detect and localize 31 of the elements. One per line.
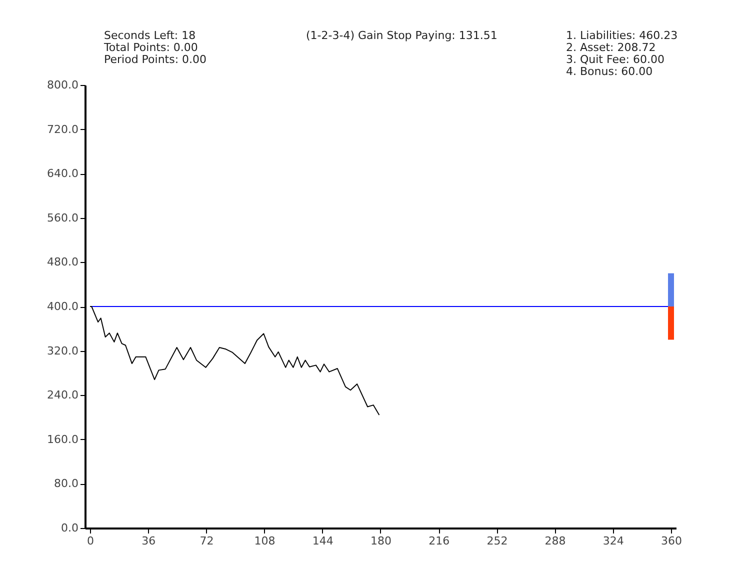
y-tick-label: 320.0 [47, 344, 78, 358]
y-tick-label: 240.0 [47, 388, 78, 402]
text: Period Points: 0.00 [104, 53, 207, 66]
text: Total Points: 0.00 [104, 41, 199, 54]
line-series [90, 306, 380, 416]
text: 1. Liabilities: 460.23 [566, 29, 678, 42]
y-tick-label: 160.0 [47, 432, 78, 446]
x-tick-label: 324 [602, 534, 624, 548]
x-tick-label: 216 [428, 534, 450, 548]
x-tick-label: 288 [544, 534, 566, 548]
y-tick-label: 480.0 [47, 256, 78, 269]
x-tick-label: 72 [200, 534, 214, 548]
text: 2. Asset: 208.72 [566, 41, 657, 54]
x-tick-label: 180 [370, 534, 392, 548]
y-tick-label: 560.0 [47, 211, 78, 224]
x-tick-label: 36 [142, 534, 156, 548]
x-tick-label: 108 [254, 534, 276, 548]
text: Seconds Left: 18 [104, 29, 197, 42]
x-tick-label: 144 [312, 534, 334, 548]
text: 3. Quit Fee: 60.00 [566, 53, 666, 66]
y-tick-label: 720.0 [47, 122, 78, 136]
y-tick-label: 640.0 [47, 167, 78, 180]
y-tick-label: 80.0 [54, 477, 78, 490]
text: (1-2-3-4) Gain Stop Paying: 131.51 [306, 29, 498, 42]
y-tick-label: 400.0 [47, 300, 78, 313]
text: 4. Bonus: 60.00 [566, 65, 654, 78]
x-tick-label: 360 [661, 534, 682, 548]
x-tick-label: 252 [486, 534, 508, 548]
y-tick-label: 0.0 [61, 522, 78, 534]
y-tick-label: 800.0 [47, 78, 78, 92]
x-tick-label: 0 [87, 534, 94, 548]
